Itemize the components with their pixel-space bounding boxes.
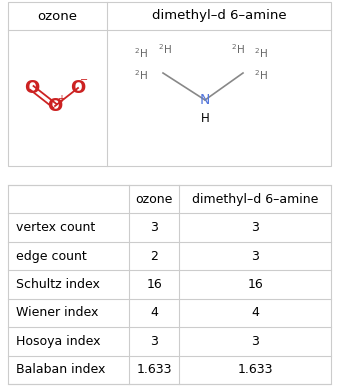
Text: N: N: [200, 93, 210, 107]
Text: Hosoya index: Hosoya index: [16, 335, 100, 348]
Text: 3: 3: [251, 335, 259, 348]
Text: edge count: edge count: [16, 250, 87, 262]
Text: Wiener index: Wiener index: [16, 306, 98, 320]
Text: Balaban index: Balaban index: [16, 363, 105, 376]
Text: H: H: [201, 112, 210, 125]
Text: $^2$H: $^2$H: [231, 42, 245, 56]
Text: −: −: [80, 75, 88, 85]
Text: 2: 2: [150, 250, 158, 262]
Text: O: O: [71, 79, 86, 97]
Text: vertex count: vertex count: [16, 221, 95, 234]
Text: 4: 4: [251, 306, 259, 320]
Text: $^2$H: $^2$H: [254, 68, 268, 82]
Text: 1.633: 1.633: [136, 363, 172, 376]
Text: dimethyl–d 6–amine: dimethyl–d 6–amine: [152, 10, 286, 22]
Text: 3: 3: [251, 221, 259, 234]
Text: $^2$H: $^2$H: [134, 46, 148, 60]
Text: Schultz index: Schultz index: [16, 278, 100, 291]
Text: $^2$H: $^2$H: [134, 68, 148, 82]
Text: ozone: ozone: [38, 10, 78, 22]
Text: 16: 16: [247, 278, 263, 291]
Text: 1.633: 1.633: [237, 363, 273, 376]
Text: dimethyl–d 6–amine: dimethyl–d 6–amine: [192, 193, 318, 206]
Text: +: +: [57, 94, 65, 104]
Text: ozone: ozone: [136, 193, 173, 206]
Text: 3: 3: [251, 250, 259, 262]
Text: O: O: [24, 79, 40, 97]
Text: 4: 4: [150, 306, 158, 320]
Text: 3: 3: [150, 221, 158, 234]
Text: $^2$H: $^2$H: [254, 46, 268, 60]
Text: $^2$H: $^2$H: [158, 42, 172, 56]
Text: 3: 3: [150, 335, 158, 348]
Text: O: O: [47, 97, 63, 115]
Text: 16: 16: [146, 278, 162, 291]
